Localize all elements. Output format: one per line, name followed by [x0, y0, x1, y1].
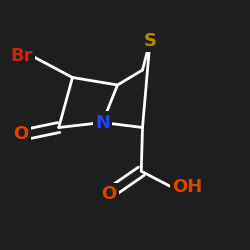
Text: Br: Br: [10, 47, 32, 65]
Text: O: O: [101, 185, 116, 203]
Text: S: S: [144, 32, 156, 50]
Text: OH: OH: [172, 178, 203, 196]
Text: N: N: [95, 114, 110, 132]
Text: O: O: [14, 125, 29, 143]
